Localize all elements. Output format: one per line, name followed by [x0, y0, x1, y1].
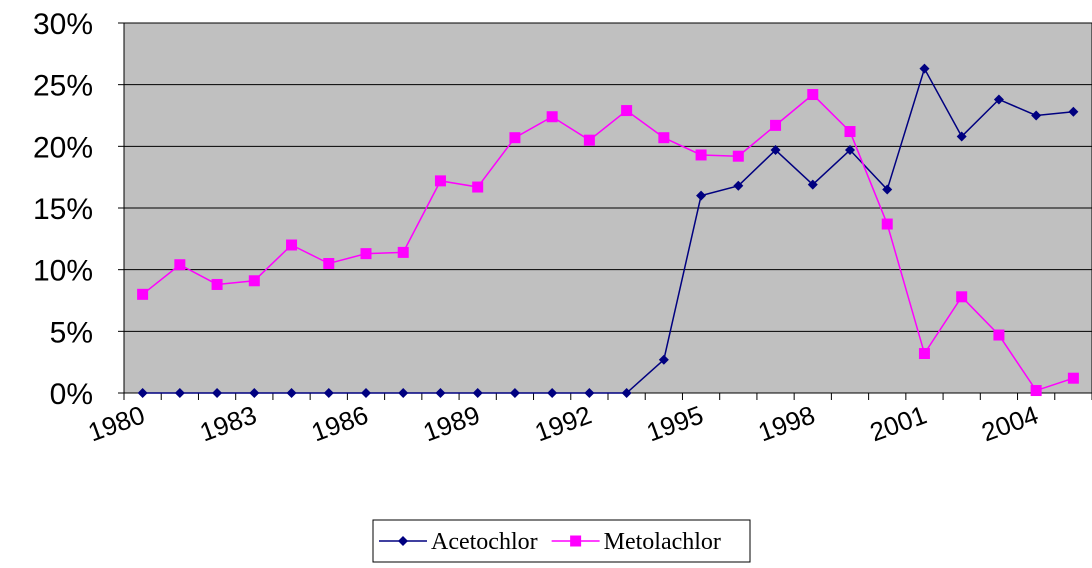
data-point [658, 354, 669, 365]
data-point [807, 179, 818, 190]
data-point [1068, 106, 1079, 117]
data-point [882, 184, 893, 195]
data-point [845, 145, 855, 156]
data-point [323, 258, 335, 269]
y-tick-label: 5% [50, 316, 93, 349]
data-point [174, 388, 185, 398]
data-point [621, 105, 633, 117]
data-point [844, 126, 856, 138]
data-point [881, 218, 893, 230]
data-point [807, 89, 819, 101]
data-point [509, 388, 520, 398]
data-point [397, 246, 409, 258]
data-point [546, 111, 558, 123]
data-point [361, 388, 371, 398]
x-tick-label: 2001 [866, 399, 931, 447]
data-point [286, 388, 297, 398]
y-tick-label: 25% [33, 70, 93, 103]
data-point [174, 259, 186, 271]
x-tick-label: 1983 [196, 399, 261, 447]
data-point [993, 94, 1004, 105]
legend-marker [398, 536, 408, 546]
y-tick-label: 20% [33, 131, 93, 164]
data-point [547, 388, 558, 398]
data-point [472, 181, 484, 193]
data-point [956, 291, 968, 303]
x-tick-label: 1998 [754, 399, 819, 447]
data-point [1030, 385, 1042, 397]
x-tick-label: 1989 [419, 399, 484, 447]
y-tick-label: 0% [50, 378, 93, 411]
data-point [993, 329, 1005, 341]
legend-label: Acetochlor [431, 529, 538, 555]
legend-marker [570, 535, 582, 547]
data-point [248, 275, 260, 287]
x-tick-label: 1992 [531, 399, 596, 447]
data-point [621, 388, 632, 398]
data-point [733, 180, 744, 191]
y-tick-label: 15% [33, 193, 93, 226]
data-point [435, 388, 446, 398]
x-tick-label: 2004 [978, 399, 1043, 447]
data-point [732, 150, 744, 162]
y-tick-label: 10% [33, 255, 93, 288]
data-point [286, 239, 298, 251]
data-point [918, 348, 930, 360]
data-point [137, 388, 148, 398]
data-point [472, 388, 483, 398]
series-line [142, 93, 1074, 392]
data-point [360, 248, 372, 260]
data-point [695, 149, 707, 161]
x-tick-label: 1986 [307, 399, 372, 447]
data-point [583, 134, 595, 146]
data-point [584, 388, 595, 398]
x-tick-label: 1980 [84, 399, 149, 447]
data-point [434, 175, 446, 187]
data-point [509, 132, 521, 144]
data-point [212, 388, 223, 398]
data-point [1067, 372, 1079, 384]
data-point [1031, 110, 1042, 121]
data-point [956, 131, 967, 142]
data-point [696, 190, 707, 201]
data-point [919, 63, 930, 74]
data-point [211, 278, 223, 290]
data-point [249, 388, 260, 398]
x-tick-label: 1995 [643, 399, 708, 447]
y-tick-label: 30% [33, 8, 93, 41]
series-line [142, 66, 1074, 394]
data-point [323, 388, 334, 398]
data-point [770, 145, 781, 156]
data-point [398, 388, 409, 398]
legend-label: Metolachlor [604, 529, 721, 555]
data-point [137, 288, 149, 300]
data-point [770, 119, 782, 131]
data-point [658, 132, 670, 144]
